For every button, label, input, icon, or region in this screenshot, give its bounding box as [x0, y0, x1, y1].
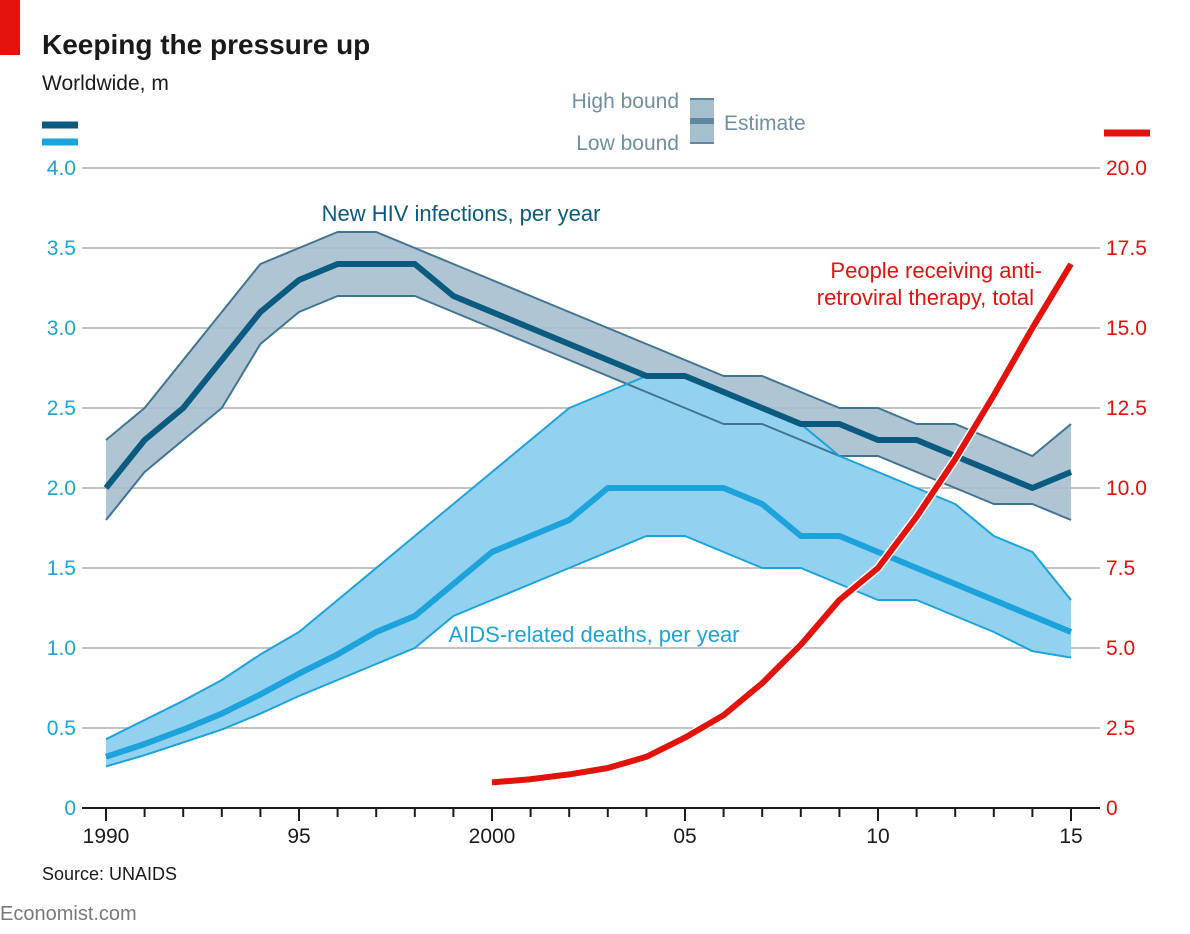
series-line-2	[491, 262, 1074, 786]
legend-estimate-label: Estimate	[724, 112, 806, 135]
x-tick-label: 2000	[469, 825, 516, 848]
y-left-tick-label: 1.5	[47, 557, 76, 580]
y-right-tick-label: 10.0	[1106, 477, 1147, 500]
y-right-tick-label: 2.5	[1106, 717, 1135, 740]
legend-high-bound-label: High bound	[572, 90, 679, 113]
source-note: Source: UNAIDS	[42, 864, 177, 884]
series-label-art-line-1: People receiving anti-	[830, 258, 1042, 283]
y-left-tick-label: 3.5	[47, 237, 76, 260]
axes: 0 0.5 1.0 1.5 2.0 2.5 3.0 3.5 4.0 0 2.5 5.0 7.5 10.0 1…	[47, 157, 1147, 848]
x-tick-label: 1990	[83, 825, 130, 848]
series-label-aids: AIDS-related deaths, per year	[448, 622, 739, 647]
y-left-tick-label: 0.5	[47, 717, 76, 740]
left-axis-key	[42, 121, 78, 146]
series-lines	[103, 261, 1075, 787]
y-left-tick-label: 0	[64, 797, 76, 820]
legend: High bound Low bound Estimate	[572, 90, 806, 155]
y-right-tick-label: 20.0	[1106, 157, 1147, 180]
brand-footer: Economist.com	[0, 903, 137, 925]
y-right-tick-label: 0	[1106, 797, 1118, 820]
y-left-tick-label: 3.0	[47, 317, 76, 340]
x-tick-label: 10	[866, 825, 889, 848]
bound-bands	[105, 231, 1072, 768]
series-line-0	[103, 261, 1073, 491]
x-tick-label: 05	[673, 825, 696, 848]
low-bound-series-1	[105, 535, 1072, 768]
x-tick-label: 95	[287, 825, 310, 848]
y-right-tick-label: 5.0	[1106, 637, 1135, 660]
y-right-tick-label: 12.5	[1106, 397, 1147, 420]
legend-low-bound-label: Low bound	[576, 132, 679, 155]
band-series-1	[106, 376, 1071, 767]
brand-red-tag	[0, 0, 20, 55]
y-left-tick-label: 1.0	[47, 637, 76, 660]
high-bound-series-1	[105, 375, 1072, 741]
high-bound-series-0	[105, 231, 1072, 457]
y-left-tick-label: 4.0	[47, 157, 76, 180]
y-right-tick-label: 17.5	[1106, 237, 1147, 260]
x-tick-label: 15	[1059, 825, 1082, 848]
y-right-tick-label: 7.5	[1106, 557, 1135, 580]
y-left-tick-label: 2.0	[47, 477, 76, 500]
chart-title: Keeping the pressure up	[42, 29, 370, 60]
series-label-art-line-2: retroviral therapy, total	[817, 285, 1034, 310]
low-bound-series-0	[105, 295, 1072, 521]
chart-subtitle: Worldwide, m	[42, 72, 169, 95]
y-right-tick-label: 15.0	[1106, 317, 1147, 340]
y-left-tick-label: 2.5	[47, 397, 76, 420]
series-line-1	[105, 485, 1073, 760]
series-label-hiv: New HIV infections, per year	[322, 201, 601, 226]
